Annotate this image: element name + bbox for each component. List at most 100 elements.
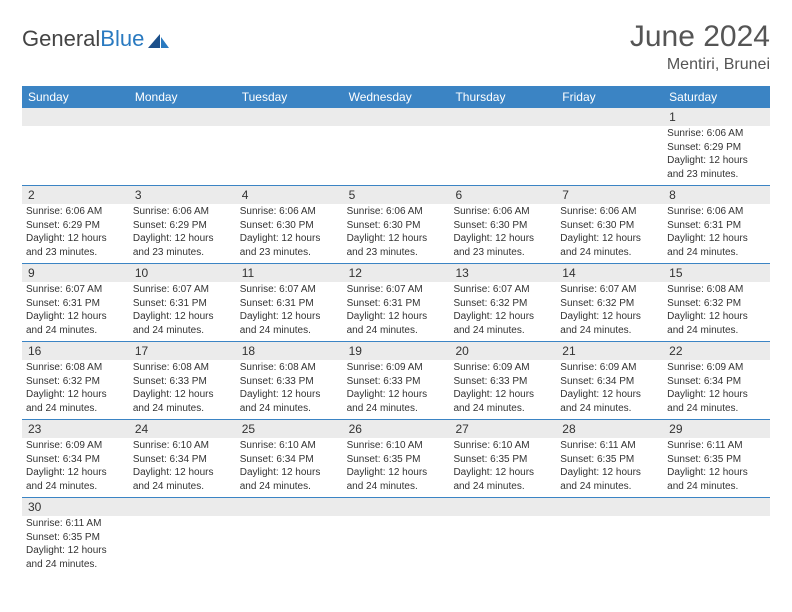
day-detail: Sunrise: 6:09 AMSunset: 6:34 PMDaylight:… — [22, 438, 129, 497]
weekday-fri: Friday — [556, 86, 663, 108]
day-detail: Sunrise: 6:06 AMSunset: 6:30 PMDaylight:… — [449, 204, 556, 263]
day-detail — [449, 516, 556, 575]
logo-text-general: General — [22, 26, 100, 52]
day-number — [449, 498, 556, 516]
daylight-text: Daylight: 12 hours and 24 minutes. — [560, 388, 659, 415]
day-detail: Sunrise: 6:09 AMSunset: 6:33 PMDaylight:… — [343, 360, 450, 419]
sunrise-text: Sunrise: 6:10 AM — [133, 439, 232, 453]
day-detail: Sunrise: 6:07 AMSunset: 6:31 PMDaylight:… — [22, 282, 129, 341]
day-detail — [556, 516, 663, 575]
daylight-text: Daylight: 12 hours and 23 minutes. — [667, 154, 766, 181]
day-detail: Sunrise: 6:07 AMSunset: 6:31 PMDaylight:… — [236, 282, 343, 341]
day-detail: Sunrise: 6:07 AMSunset: 6:31 PMDaylight:… — [343, 282, 450, 341]
daylight-text: Daylight: 12 hours and 24 minutes. — [347, 310, 446, 337]
daylight-text: Daylight: 12 hours and 24 minutes. — [453, 388, 552, 415]
daylight-text: Daylight: 12 hours and 24 minutes. — [240, 388, 339, 415]
day-number: 23 — [22, 420, 129, 438]
calendar-page: GeneralBlue June 2024 Mentiri, Brunei Su… — [0, 0, 792, 595]
sunrise-text: Sunrise: 6:07 AM — [453, 283, 552, 297]
sunrise-text: Sunrise: 6:08 AM — [667, 283, 766, 297]
day-number-row: 2345678 — [22, 186, 770, 204]
day-detail: Sunrise: 6:07 AMSunset: 6:32 PMDaylight:… — [449, 282, 556, 341]
daylight-text: Daylight: 12 hours and 24 minutes. — [26, 388, 125, 415]
sunrise-text: Sunrise: 6:08 AM — [26, 361, 125, 375]
day-number: 1 — [663, 108, 770, 126]
sunset-text: Sunset: 6:35 PM — [26, 531, 125, 545]
sunset-text: Sunset: 6:35 PM — [347, 453, 446, 467]
day-number — [22, 108, 129, 126]
page-header: GeneralBlue June 2024 Mentiri, Brunei — [22, 20, 770, 74]
day-detail-row: Sunrise: 6:06 AMSunset: 6:29 PMDaylight:… — [22, 126, 770, 185]
weekday-wed: Wednesday — [343, 86, 450, 108]
sunset-text: Sunset: 6:32 PM — [667, 297, 766, 311]
day-detail: Sunrise: 6:09 AMSunset: 6:34 PMDaylight:… — [556, 360, 663, 419]
sunset-text: Sunset: 6:34 PM — [667, 375, 766, 389]
day-detail — [556, 126, 663, 185]
weekday-mon: Monday — [129, 86, 236, 108]
sunrise-text: Sunrise: 6:06 AM — [240, 205, 339, 219]
sunset-text: Sunset: 6:35 PM — [560, 453, 659, 467]
calendar-week: 1Sunrise: 6:06 AMSunset: 6:29 PMDaylight… — [22, 108, 770, 186]
sunset-text: Sunset: 6:33 PM — [453, 375, 552, 389]
sunrise-text: Sunrise: 6:07 AM — [347, 283, 446, 297]
daylight-text: Daylight: 12 hours and 24 minutes. — [133, 466, 232, 493]
sunset-text: Sunset: 6:30 PM — [240, 219, 339, 233]
sunrise-text: Sunrise: 6:11 AM — [667, 439, 766, 453]
sunset-text: Sunset: 6:30 PM — [347, 219, 446, 233]
day-detail — [343, 126, 450, 185]
day-number-row: 30 — [22, 498, 770, 516]
day-number: 12 — [343, 264, 450, 282]
daylight-text: Daylight: 12 hours and 24 minutes. — [240, 466, 339, 493]
day-number: 11 — [236, 264, 343, 282]
day-detail: Sunrise: 6:06 AMSunset: 6:29 PMDaylight:… — [129, 204, 236, 263]
day-number-row: 16171819202122 — [22, 342, 770, 360]
calendar-week: 16171819202122Sunrise: 6:08 AM Sunset: 6:… — [22, 342, 770, 420]
day-detail-row: Sunrise: 6:07 AMSunset: 6:31 PMDaylight:… — [22, 282, 770, 341]
day-detail: Sunrise: 6:06 AMSunset: 6:31 PMDaylight:… — [663, 204, 770, 263]
weekday-header-row: Sunday Monday Tuesday Wednesday Thursday… — [22, 86, 770, 108]
sunset-text: Sunset: 6:30 PM — [560, 219, 659, 233]
sunset-text: Sunset: 6:29 PM — [667, 141, 766, 155]
day-number: 25 — [236, 420, 343, 438]
day-number: 4 — [236, 186, 343, 204]
day-detail: Sunrise: 6:11 AMSunset: 6:35 PMDaylight:… — [22, 516, 129, 575]
sunrise-text: Sunrise: 6:07 AM — [560, 283, 659, 297]
sunrise-text: Sunrise: 6:11 AM — [26, 517, 125, 531]
day-detail-row: Sunrise: 6:06 AMSunset: 6:29 PMDaylight:… — [22, 204, 770, 263]
day-number — [236, 108, 343, 126]
daylight-text: Daylight: 12 hours and 24 minutes. — [347, 388, 446, 415]
sunset-text: Sunset: 6:34 PM — [560, 375, 659, 389]
sunrise-text: Sunrise: 6:10 AM — [347, 439, 446, 453]
sunset-text: Sunset: 6:31 PM — [133, 297, 232, 311]
day-number: 17 — [129, 342, 236, 360]
day-detail — [449, 126, 556, 185]
day-number: 8 — [663, 186, 770, 204]
sunrise-text: Sunrise: 6:06 AM — [347, 205, 446, 219]
day-number: 6 — [449, 186, 556, 204]
sunrise-text: Sunrise: 6:06 AM — [453, 205, 552, 219]
sunrise-text: Sunrise: 6:09 AM — [560, 361, 659, 375]
day-number-row: 1 — [22, 108, 770, 126]
weekday-thu: Thursday — [449, 86, 556, 108]
day-detail: Sunrise: 6:10 AMSunset: 6:35 PMDaylight:… — [449, 438, 556, 497]
sunset-text: Sunset: 6:31 PM — [347, 297, 446, 311]
daylight-text: Daylight: 12 hours and 24 minutes. — [560, 232, 659, 259]
sunset-text: Sunset: 6:34 PM — [240, 453, 339, 467]
daylight-text: Daylight: 12 hours and 24 minutes. — [560, 466, 659, 493]
sunset-text: Sunset: 6:31 PM — [240, 297, 339, 311]
sunset-text: Sunset: 6:33 PM — [240, 375, 339, 389]
day-number — [556, 108, 663, 126]
day-number: 5 — [343, 186, 450, 204]
logo-sail-icon — [146, 30, 170, 48]
daylight-text: Daylight: 12 hours and 24 minutes. — [26, 466, 125, 493]
day-detail-row: Sunrise: 6:09 AMSunset: 6:34 PMDaylight:… — [22, 438, 770, 497]
day-number: 18 — [236, 342, 343, 360]
title-block: June 2024 Mentiri, Brunei — [630, 20, 770, 74]
weekday-sat: Saturday — [663, 86, 770, 108]
day-detail — [236, 516, 343, 575]
day-number: 7 — [556, 186, 663, 204]
calendar-week: 9101112131415Sunrise: 6:07 AMSunset: 6:3… — [22, 264, 770, 342]
day-number: 26 — [343, 420, 450, 438]
sunset-text: Sunset: 6:30 PM — [453, 219, 552, 233]
daylight-text: Daylight: 12 hours and 24 minutes. — [453, 466, 552, 493]
